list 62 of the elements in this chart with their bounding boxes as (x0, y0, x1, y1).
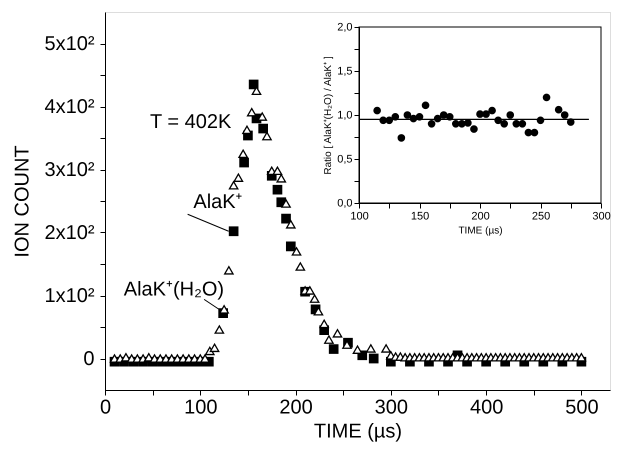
point (488, 106, 496, 114)
point (554, 106, 562, 114)
point (464, 119, 472, 127)
point (328, 344, 339, 354)
y-tick-label: 4x10² (44, 96, 95, 118)
point (428, 120, 436, 128)
point (239, 158, 249, 168)
y-tick-label: 2x10² (44, 222, 95, 244)
x-axis-title: TIME (µs) (458, 226, 503, 236)
point (272, 184, 282, 194)
y-axis-title: Ratio [ AlaK⁺(H₂O) / AlaK⁺ ] (323, 56, 334, 175)
point (500, 120, 508, 128)
x-tick-label: 100 (184, 396, 218, 418)
point (391, 112, 400, 121)
annotation: T = 402K (150, 111, 232, 133)
x-tick-label: 150 (410, 210, 430, 222)
y-tick-label: 3x10² (44, 159, 95, 181)
x-tick-label: 100 (350, 210, 369, 222)
point (286, 242, 296, 252)
point (281, 214, 291, 224)
annotation: AlaK⁺(H₂O) (124, 278, 224, 300)
point (248, 80, 258, 90)
point (542, 94, 550, 102)
point (476, 110, 484, 118)
annotation: AlaK⁺ (193, 191, 243, 214)
point (228, 226, 238, 236)
point (482, 110, 490, 118)
x-tick-label: 400 (470, 396, 504, 418)
point (368, 354, 379, 364)
y-tick-label: 0,5 (337, 154, 352, 166)
point (560, 111, 569, 119)
x-axis-title: TIME (µs) (314, 420, 402, 442)
point (518, 120, 526, 128)
y-tick-label: 1,0 (337, 110, 352, 122)
x-tick-label: 250 (532, 210, 550, 222)
point (404, 111, 412, 119)
point (422, 102, 430, 110)
x-tick-label: 500 (565, 396, 599, 418)
point (470, 125, 478, 133)
y-tick-label: 5x10² (44, 33, 95, 55)
x-tick-label: 200 (279, 396, 313, 418)
point (506, 111, 514, 119)
y-tick-label: 0,0 (337, 198, 352, 210)
point (373, 106, 381, 114)
x-tick-label: 0 (100, 396, 112, 418)
y-tick-label: 1,5 (337, 66, 352, 78)
point (398, 134, 406, 142)
point (458, 120, 466, 128)
x-tick-label: 200 (471, 210, 490, 222)
y-axis-title: ION COUNT (11, 145, 34, 258)
point (446, 112, 454, 121)
point (524, 128, 532, 136)
x-tick-label: 300 (374, 396, 408, 418)
point (440, 111, 448, 119)
x-tick-label: 300 (592, 210, 611, 222)
point (258, 124, 268, 134)
point (452, 120, 460, 128)
y-tick-label: 2,0 (337, 22, 352, 34)
y-tick-label: 1x10² (44, 285, 95, 307)
point (512, 120, 520, 128)
point (530, 128, 538, 136)
y-tick-label: 0 (83, 348, 94, 370)
